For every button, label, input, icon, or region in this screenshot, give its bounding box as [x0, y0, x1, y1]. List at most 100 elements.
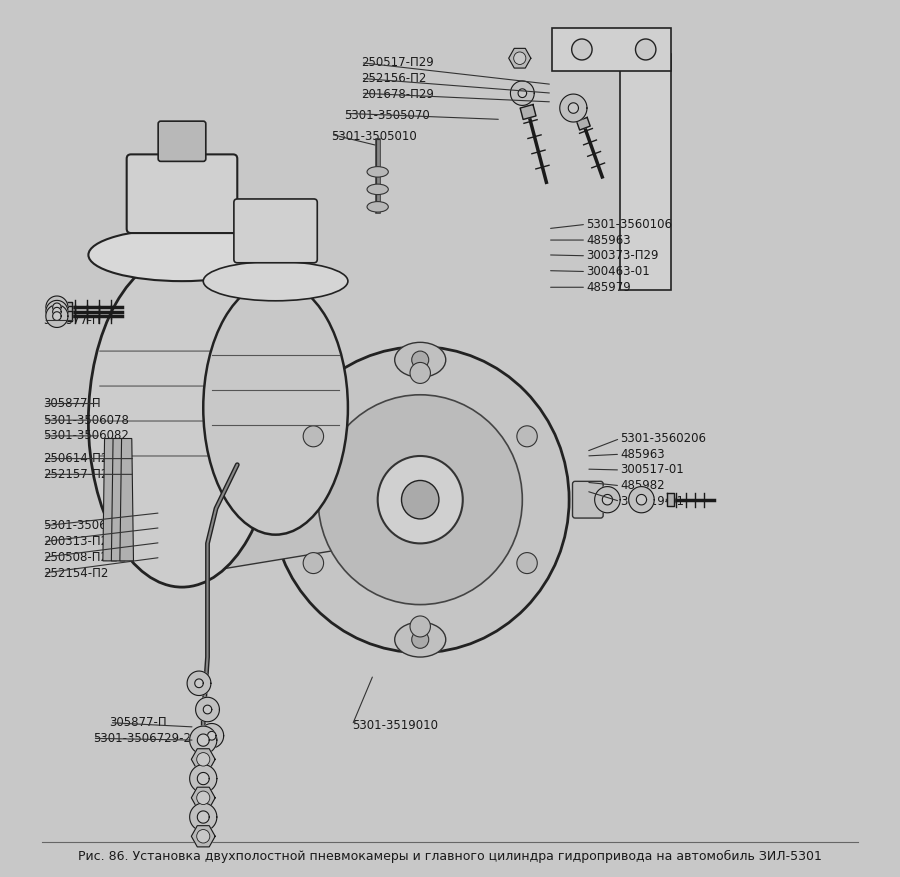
- Ellipse shape: [88, 255, 275, 587]
- Text: 250508-П29: 250508-П29: [43, 551, 116, 564]
- Circle shape: [378, 456, 463, 544]
- Circle shape: [410, 362, 430, 383]
- Text: 252154-П2: 252154-П2: [43, 567, 109, 580]
- Polygon shape: [200, 724, 224, 748]
- Text: Рис. 86. Установка двухполостной пневмокамеры и главного цилиндра гидропривода н: Рис. 86. Установка двухполостной пневмок…: [78, 850, 822, 863]
- Ellipse shape: [367, 202, 388, 212]
- Text: 5301-3506729-20: 5301-3506729-20: [93, 732, 198, 745]
- Circle shape: [410, 616, 430, 637]
- Polygon shape: [203, 705, 212, 714]
- Polygon shape: [103, 438, 116, 561]
- Polygon shape: [636, 495, 646, 505]
- Polygon shape: [53, 307, 61, 316]
- Circle shape: [197, 830, 210, 843]
- Polygon shape: [620, 53, 671, 290]
- Text: 5301-3519010: 5301-3519010: [352, 719, 438, 731]
- Circle shape: [303, 553, 324, 574]
- Polygon shape: [192, 788, 215, 809]
- Polygon shape: [120, 438, 133, 561]
- Circle shape: [401, 481, 439, 519]
- Circle shape: [411, 631, 428, 648]
- Polygon shape: [190, 803, 217, 831]
- Polygon shape: [63, 310, 72, 321]
- Polygon shape: [192, 825, 215, 847]
- Polygon shape: [577, 118, 590, 130]
- Text: 485963: 485963: [620, 448, 665, 460]
- Circle shape: [197, 752, 210, 766]
- Ellipse shape: [395, 622, 446, 657]
- Polygon shape: [46, 304, 68, 327]
- Polygon shape: [510, 81, 535, 105]
- Text: 200313-П29: 200313-П29: [43, 535, 116, 548]
- Polygon shape: [192, 749, 215, 770]
- Circle shape: [514, 52, 526, 65]
- Ellipse shape: [367, 167, 388, 177]
- Text: 300373-П29: 300373-П29: [586, 249, 659, 262]
- Text: 305877-П: 305877-П: [43, 397, 101, 410]
- Ellipse shape: [88, 229, 275, 282]
- Circle shape: [318, 395, 522, 604]
- Polygon shape: [667, 494, 674, 506]
- Polygon shape: [197, 811, 209, 824]
- FancyBboxPatch shape: [127, 154, 238, 233]
- Polygon shape: [518, 89, 526, 97]
- Ellipse shape: [395, 342, 446, 377]
- Circle shape: [411, 351, 428, 368]
- Text: 5301-3560106: 5301-3560106: [586, 217, 672, 231]
- Circle shape: [303, 426, 324, 446]
- Text: 305877-П: 305877-П: [110, 717, 167, 729]
- Text: 5301-3505010: 5301-3505010: [331, 131, 417, 144]
- Polygon shape: [187, 671, 211, 695]
- Text: 300517-01: 300517-01: [620, 463, 684, 476]
- Ellipse shape: [203, 282, 348, 535]
- Polygon shape: [208, 731, 216, 740]
- FancyBboxPatch shape: [158, 121, 206, 161]
- Polygon shape: [595, 487, 620, 513]
- Text: 305877-П: 305877-П: [43, 314, 101, 327]
- Polygon shape: [197, 734, 209, 746]
- Polygon shape: [46, 296, 68, 318]
- Circle shape: [271, 346, 569, 652]
- Polygon shape: [165, 430, 378, 578]
- Polygon shape: [53, 311, 61, 320]
- Text: 485982: 485982: [620, 479, 665, 492]
- Text: 485979: 485979: [586, 281, 631, 294]
- Circle shape: [517, 553, 537, 574]
- Circle shape: [197, 791, 210, 804]
- Ellipse shape: [203, 261, 348, 301]
- Text: 5301-3506078: 5301-3506078: [43, 414, 130, 426]
- Polygon shape: [112, 438, 125, 561]
- Polygon shape: [190, 726, 217, 754]
- Ellipse shape: [367, 184, 388, 195]
- Polygon shape: [195, 697, 220, 722]
- Polygon shape: [508, 48, 531, 68]
- Text: 300463-01: 300463-01: [586, 265, 650, 278]
- Text: 5301-3560206: 5301-3560206: [620, 432, 706, 445]
- Polygon shape: [602, 495, 613, 505]
- Text: 301619-01: 301619-01: [620, 495, 684, 508]
- Polygon shape: [53, 303, 61, 311]
- Text: 201678-П29: 201678-П29: [361, 88, 434, 101]
- Text: 250614-П29: 250614-П29: [43, 453, 116, 465]
- Polygon shape: [148, 460, 378, 539]
- Polygon shape: [197, 773, 209, 785]
- Polygon shape: [63, 306, 72, 317]
- Polygon shape: [520, 104, 536, 119]
- Text: 5301-3506082: 5301-3506082: [43, 430, 130, 442]
- Text: 5301-3505070: 5301-3505070: [344, 109, 429, 122]
- Polygon shape: [190, 765, 217, 793]
- Text: 5301-3506073: 5301-3506073: [43, 519, 130, 532]
- Polygon shape: [629, 487, 654, 513]
- Circle shape: [517, 426, 537, 446]
- Text: 252157-П2: 252157-П2: [43, 467, 109, 481]
- Circle shape: [572, 39, 592, 60]
- Polygon shape: [63, 302, 72, 312]
- Polygon shape: [568, 103, 579, 113]
- Text: 250517-П29: 250517-П29: [361, 56, 434, 69]
- Circle shape: [635, 39, 656, 60]
- FancyBboxPatch shape: [234, 199, 318, 263]
- Text: 252156-П2: 252156-П2: [361, 72, 426, 85]
- Text: 485963: 485963: [586, 233, 631, 246]
- Polygon shape: [194, 679, 203, 688]
- Polygon shape: [560, 94, 587, 122]
